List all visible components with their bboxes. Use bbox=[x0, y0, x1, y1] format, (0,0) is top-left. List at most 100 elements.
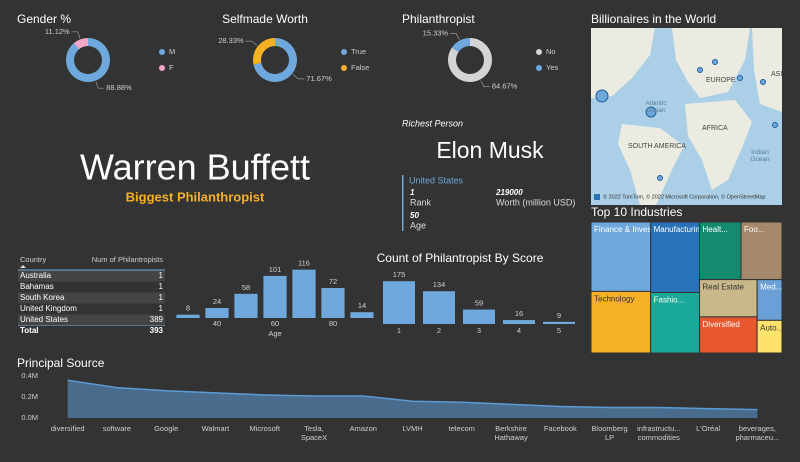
tile-label: Finance & Investments bbox=[594, 225, 675, 234]
text-line: Ocean bbox=[646, 107, 666, 114]
land bbox=[618, 124, 684, 205]
data-label: 58 bbox=[242, 283, 250, 292]
data-label: 101 bbox=[269, 265, 282, 274]
data-label: 24 bbox=[213, 297, 221, 306]
text-line: SpaceX bbox=[301, 433, 327, 442]
map-marker bbox=[737, 75, 743, 81]
data-label: 88.88% bbox=[106, 83, 132, 92]
leader-line bbox=[450, 33, 460, 40]
legend-label: True bbox=[351, 47, 366, 56]
y-tick-label: 0.2M bbox=[21, 392, 38, 401]
text-line: commodities bbox=[638, 433, 680, 442]
x-axis-label: Age bbox=[268, 329, 281, 338]
legend-swatch bbox=[536, 49, 542, 55]
x-tick-label: Tesla, SpaceX bbox=[301, 424, 327, 442]
chart-title: Selfmade Worth bbox=[222, 12, 308, 26]
legend-label: Yes bbox=[546, 63, 558, 72]
legend-label: M bbox=[169, 47, 175, 56]
data-label: 116 bbox=[298, 259, 310, 268]
data-label: 16 bbox=[515, 309, 523, 318]
x-tick-label: 1 bbox=[397, 326, 401, 335]
map-label: ASI bbox=[771, 71, 782, 78]
map-marker bbox=[697, 67, 703, 73]
data-label: 175 bbox=[393, 270, 406, 279]
card-worth: 219000 bbox=[495, 188, 523, 197]
treemap-tile bbox=[590, 221, 652, 292]
leader-line bbox=[245, 40, 258, 46]
table-header: Country bbox=[20, 255, 47, 264]
text-line: pharmaceu... bbox=[735, 433, 779, 442]
map-title: Billionaires in the World bbox=[591, 12, 716, 26]
legend-swatch bbox=[536, 65, 542, 71]
x-tick-label: 40 bbox=[213, 319, 221, 328]
donut-slice bbox=[66, 38, 111, 82]
table-header: Num of Philantropists bbox=[92, 255, 164, 264]
data-label: 8 bbox=[186, 304, 190, 313]
table: Country Num of Philantropists Australia 1… bbox=[18, 255, 165, 335]
legend-label: F bbox=[169, 63, 174, 72]
x-tick-label: telecom bbox=[449, 424, 475, 433]
treemap-tile bbox=[756, 319, 783, 354]
text-line: Hathaway bbox=[494, 433, 528, 442]
bar bbox=[543, 321, 575, 324]
table-cell: United States bbox=[20, 315, 68, 324]
x-tick-label: 3 bbox=[477, 326, 481, 335]
donut-slice bbox=[451, 38, 470, 53]
y-tick-label: 0.0M bbox=[21, 413, 38, 422]
tile-label: Manufacturing bbox=[654, 225, 705, 234]
chart-title: Philanthropist bbox=[402, 12, 475, 26]
table-cell: 389 bbox=[150, 315, 164, 324]
map-label: Indian Ocean bbox=[750, 149, 770, 163]
x-tick-label: Amazon bbox=[349, 424, 377, 433]
tile-label: Diversified bbox=[703, 320, 740, 329]
text-line: Ocean bbox=[750, 156, 770, 163]
bar bbox=[205, 308, 229, 318]
donut-slice bbox=[448, 38, 493, 82]
donut-slice bbox=[252, 38, 275, 65]
map-marker bbox=[595, 89, 609, 103]
table-cell: 1 bbox=[159, 282, 164, 291]
bar bbox=[463, 309, 495, 324]
table-cell: 1 bbox=[159, 304, 164, 313]
legend-swatch bbox=[341, 65, 347, 71]
card-title: Richest Person bbox=[402, 118, 463, 128]
treemap-tile bbox=[590, 290, 652, 354]
donut-slice bbox=[253, 38, 298, 83]
row-band bbox=[18, 270, 165, 282]
data-label: 15.33% bbox=[423, 28, 449, 37]
logo bbox=[594, 194, 600, 200]
bar bbox=[234, 293, 258, 318]
map: Billionaires in the World EUROPE ASI Atl… bbox=[591, 12, 782, 205]
map-label: AFRICA bbox=[702, 125, 728, 132]
legend-label: False bbox=[351, 63, 369, 72]
x-tick-label: Walmart bbox=[202, 424, 231, 433]
treemap-tile bbox=[699, 316, 758, 354]
text-line: Atlantic bbox=[645, 100, 667, 107]
map-label: Atlantic Ocean bbox=[645, 100, 667, 114]
map-marker bbox=[657, 175, 663, 181]
chart-title: Principal Source bbox=[17, 356, 105, 370]
chart-title: Count of Philantropist By Score bbox=[377, 251, 544, 265]
chart-title: Gender % bbox=[17, 12, 71, 26]
sort-indicator bbox=[20, 265, 26, 268]
tile-label: Healt... bbox=[703, 225, 728, 234]
map-label: SOUTH AMERICA bbox=[628, 143, 686, 150]
leader-line bbox=[480, 80, 490, 87]
legend-swatch bbox=[159, 65, 165, 71]
text-line: Indian bbox=[751, 149, 769, 156]
x-tick-label: 4 bbox=[517, 326, 521, 335]
card-age: 50 bbox=[410, 211, 419, 220]
data-label: 71.67% bbox=[306, 74, 332, 83]
land bbox=[672, 28, 750, 98]
card-accent bbox=[402, 175, 404, 231]
x-tick-label: software bbox=[103, 424, 131, 433]
map-marker bbox=[760, 79, 766, 85]
bar bbox=[321, 288, 345, 318]
table-total: Total bbox=[20, 326, 39, 335]
map-marker bbox=[712, 59, 718, 65]
bar bbox=[350, 312, 374, 318]
table-total: 393 bbox=[150, 326, 164, 335]
data-label: 84.67% bbox=[492, 82, 518, 91]
row-band bbox=[18, 292, 165, 304]
leader-line bbox=[292, 74, 305, 80]
